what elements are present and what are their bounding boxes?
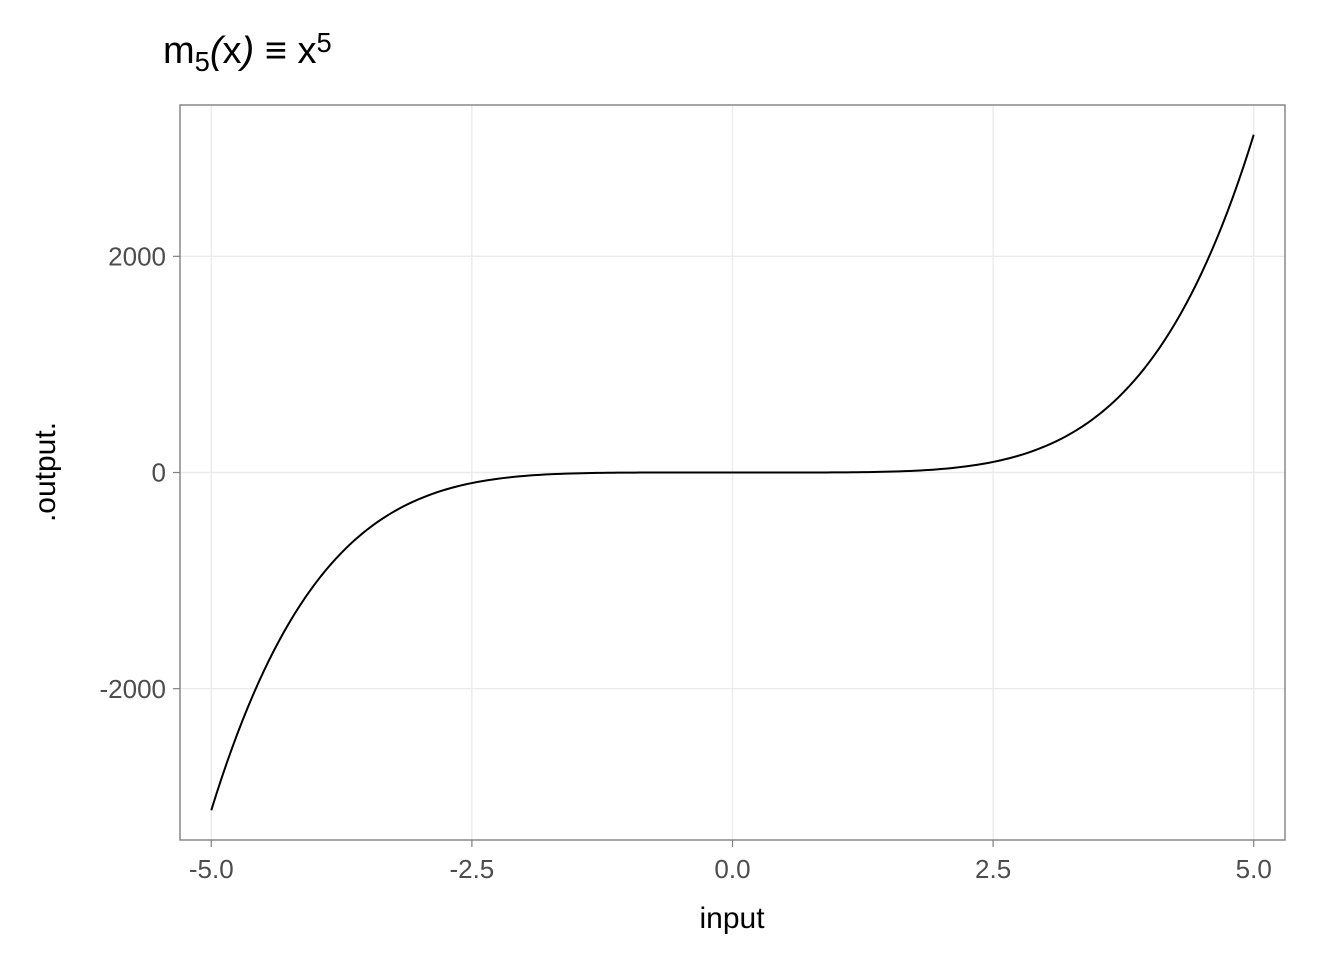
title-equiv: ≡ bbox=[254, 30, 297, 72]
title-x2: x bbox=[297, 30, 316, 72]
y-tick-label: 2000 bbox=[108, 241, 166, 271]
title-x1: x bbox=[223, 30, 242, 72]
y-axis-label: .output. bbox=[29, 422, 62, 522]
x-tick-label: 5.0 bbox=[1236, 854, 1272, 884]
chart-container: -5.0 -2.5 0.0 2.5 5.0 -2000 0 2000 input .output.… bbox=[0, 0, 1344, 960]
chart-svg: -5.0 -2.5 0.0 2.5 5.0 -2000 0 2000 input .output.… bbox=[0, 0, 1344, 960]
x-tick-label: 2.5 bbox=[975, 854, 1011, 884]
x-tick-label: -2.5 bbox=[449, 854, 494, 884]
y-tick-label: 0 bbox=[152, 458, 166, 488]
x-axis-label: input bbox=[699, 902, 765, 935]
x-tick-label: 0.0 bbox=[714, 854, 750, 884]
chart-title: m5(x) ≡ x5 bbox=[163, 27, 332, 77]
title-m: m bbox=[163, 30, 195, 72]
title-sup: 5 bbox=[316, 27, 331, 58]
x-tick-label: -5.0 bbox=[189, 854, 234, 884]
title-sub: 5 bbox=[195, 46, 210, 77]
y-tick-label: -2000 bbox=[100, 674, 167, 704]
